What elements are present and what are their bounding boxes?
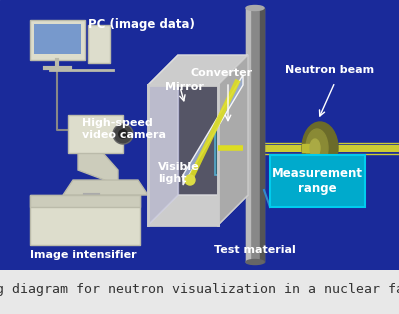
Ellipse shape: [246, 6, 264, 10]
Circle shape: [118, 129, 128, 139]
Text: PC (image data): PC (image data): [88, 18, 195, 31]
Ellipse shape: [302, 122, 338, 174]
Bar: [215, 125, 237, 175]
Text: Measurement
range: Measurement range: [272, 167, 363, 195]
Text: Test material: Test material: [214, 245, 296, 255]
Circle shape: [113, 124, 133, 144]
Ellipse shape: [306, 129, 328, 167]
Text: Neutron beam: Neutron beam: [285, 65, 375, 75]
Bar: [30, 20, 85, 60]
Bar: [246, 8, 250, 262]
Circle shape: [185, 175, 195, 185]
Bar: [260, 8, 264, 262]
Bar: [34, 24, 81, 54]
Polygon shape: [178, 55, 248, 195]
Polygon shape: [215, 120, 243, 125]
Text: Mirror: Mirror: [165, 82, 204, 92]
Text: Visible
light: Visible light: [158, 162, 200, 184]
Polygon shape: [63, 180, 148, 195]
Text: Converter: Converter: [191, 68, 253, 78]
Polygon shape: [148, 55, 178, 225]
Bar: [68, 115, 123, 153]
Text: High-speed
video camera: High-speed video camera: [82, 118, 166, 140]
Polygon shape: [183, 75, 243, 185]
Bar: [88, 25, 110, 63]
Bar: [270, 155, 365, 207]
Ellipse shape: [310, 139, 320, 157]
Text: Image intensifier: Image intensifier: [30, 250, 136, 260]
Polygon shape: [148, 55, 248, 85]
Bar: [30, 195, 140, 207]
Polygon shape: [78, 153, 118, 185]
Text: Imaging diagram for neutron visualization in a nuclear facility: Imaging diagram for neutron visualizatio…: [0, 283, 399, 296]
Bar: [302, 144, 318, 152]
Bar: [30, 195, 140, 245]
Polygon shape: [148, 195, 248, 225]
Ellipse shape: [246, 260, 264, 264]
Polygon shape: [237, 120, 243, 175]
Polygon shape: [218, 55, 248, 225]
Bar: [246, 8, 264, 262]
